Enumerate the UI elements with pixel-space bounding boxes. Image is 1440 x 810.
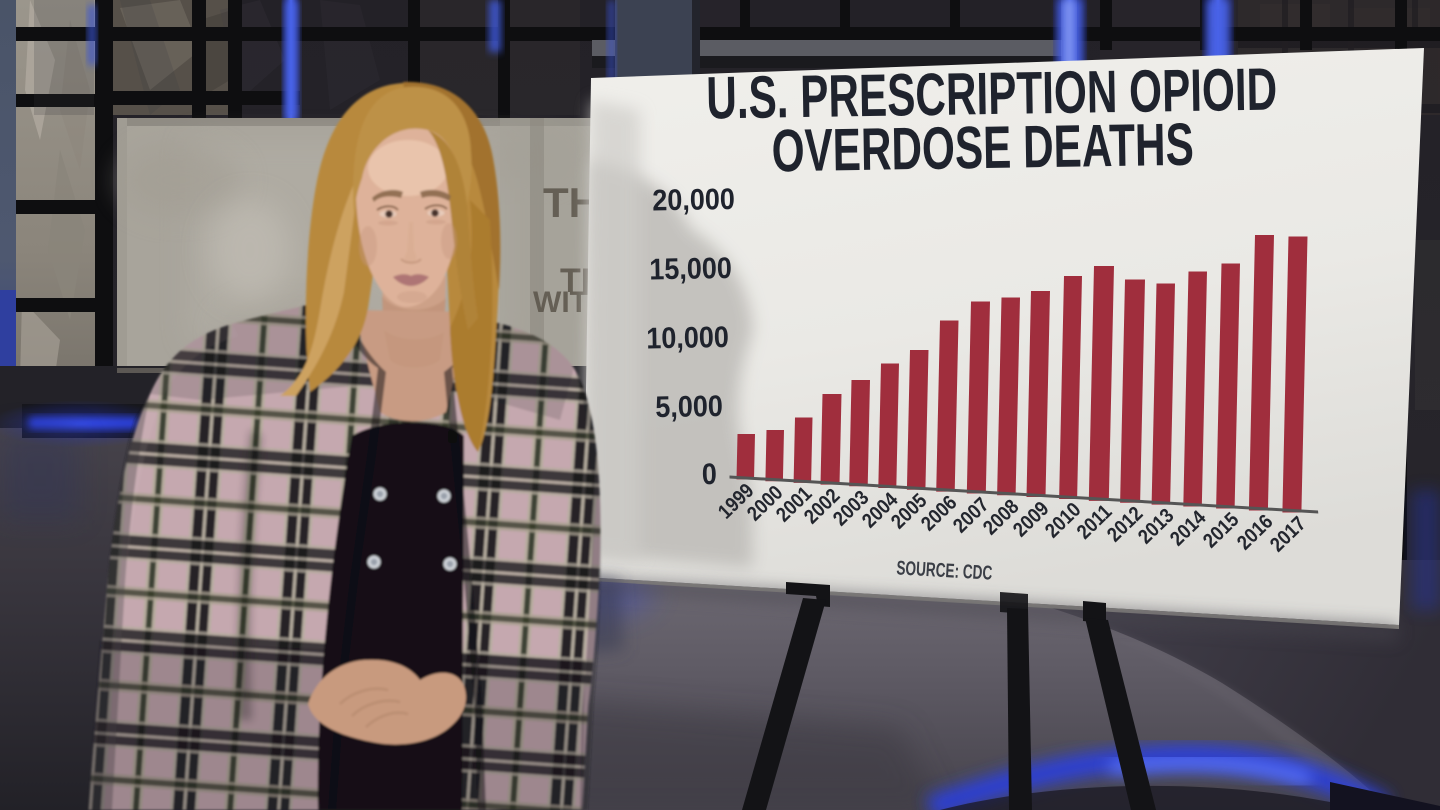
svg-text:SOURCE: CDC: SOURCE: CDC <box>896 557 993 585</box>
svg-text:0: 0 <box>702 458 718 492</box>
svg-text:U.S. PRESCRIPTION OPIOID: U.S. PRESCRIPTION OPIOID <box>706 55 1278 131</box>
svg-text:WIT: WIT <box>533 286 588 319</box>
svg-text:20,000: 20,000 <box>652 183 735 218</box>
svg-text:5,000: 5,000 <box>655 390 723 425</box>
svg-text:OVERDOSE DEATHS: OVERDOSE DEATHS <box>771 110 1194 184</box>
svg-text:15,000: 15,000 <box>649 252 732 287</box>
svg-text:10,000: 10,000 <box>646 321 729 356</box>
